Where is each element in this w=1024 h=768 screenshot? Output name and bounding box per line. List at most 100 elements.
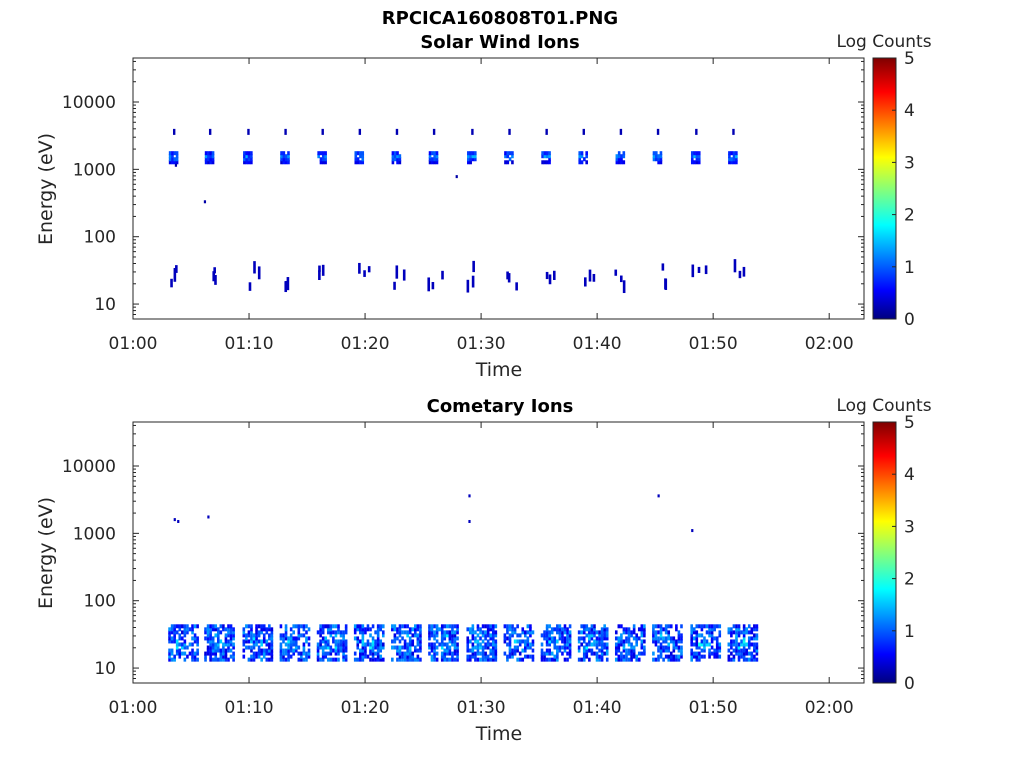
spectrogram-cell: [568, 633, 572, 638]
spectrogram-cell: [175, 651, 179, 656]
spectrogram-cell: [319, 624, 322, 629]
spectrogram-cell: [640, 639, 644, 644]
spectrogram-cell: [287, 151, 290, 156]
spectrogram-cell: [440, 630, 444, 635]
spectrogram-cell: [292, 636, 296, 641]
spectrogram-cell: [435, 627, 439, 632]
spectrogram-cell: [617, 636, 621, 641]
spectrogram-cell: [353, 651, 357, 656]
spectrogram-cell: [282, 636, 285, 641]
spectrogram-cell: [585, 160, 588, 165]
spectrogram-cell: [545, 636, 549, 641]
spectrogram-cell: [344, 630, 348, 635]
spectrogram-cell: [175, 630, 179, 635]
spectrogram-cell: [617, 157, 621, 162]
spectrogram-cell: [376, 642, 380, 647]
spectrogram-cell: [718, 630, 722, 635]
colorbar-label: Log Counts: [836, 32, 931, 52]
spectrogram-cell: [732, 128, 735, 135]
spectrogram-cell: [543, 636, 546, 641]
spectrogram-cell: [403, 642, 407, 647]
spectrogram-cell: [625, 651, 628, 656]
spectrogram-cell: [521, 657, 525, 662]
spectrogram-cell: [669, 651, 673, 656]
spectrogram-cell: [361, 624, 365, 629]
x-tick-label: 01:40: [573, 334, 622, 354]
spectrogram-cell: [448, 636, 452, 641]
spectrogram-cell: [740, 639, 743, 644]
spectrogram-cell: [344, 648, 348, 653]
spectrogram-cell: [588, 630, 591, 635]
spectrogram-cell: [508, 639, 512, 644]
spectrogram-cell: [211, 160, 215, 165]
spectrogram-cell: [318, 270, 321, 281]
spectrogram-cell: [669, 657, 673, 662]
spectrogram-cell: [337, 657, 340, 662]
x-tick-label: 02:00: [805, 334, 854, 354]
spectrogram-cell: [232, 633, 235, 638]
spectrogram-cell: [582, 630, 586, 635]
spectrogram-cell: [406, 654, 409, 659]
spectrogram-cell: [183, 645, 187, 650]
spectrogram-cell: [494, 645, 498, 650]
spectrogram-cell: [563, 648, 567, 653]
spectrogram-cell: [680, 654, 683, 659]
spectrogram-cell: [435, 651, 439, 656]
spectrogram-cell: [398, 648, 402, 653]
spectrogram-cell: [173, 633, 176, 638]
spectrogram-cell: [321, 128, 324, 135]
spectrogram-cell: [715, 642, 719, 647]
spectrogram-cell: [398, 654, 402, 659]
spectrogram-cell: [191, 624, 194, 629]
spectrogram-cell: [521, 630, 525, 635]
spectrogram-cell: [209, 636, 212, 641]
spectrogram-cell: [364, 645, 367, 650]
spectrogram-cell: [433, 636, 436, 641]
spectrogram-cell: [284, 160, 288, 165]
spectrogram-cell: [307, 654, 311, 659]
spectrogram-cell: [440, 651, 444, 656]
spectrogram-cell: [242, 654, 246, 659]
spectrogram-cell: [451, 639, 454, 644]
spectrogram-cell: [289, 648, 293, 653]
spectrogram-cell: [728, 154, 731, 159]
spectrogram-cell: [260, 639, 263, 644]
spectrogram-cell: [568, 639, 572, 644]
spectrogram-cell: [371, 645, 375, 650]
spectrogram-cell: [227, 627, 230, 632]
spectrogram-cell: [630, 654, 633, 659]
spectrogram-cell: [614, 630, 618, 635]
spectrogram-cell: [516, 648, 519, 653]
spectrogram-cell: [466, 279, 470, 293]
spectrogram-cell: [186, 630, 189, 635]
spectrogram-cell: [364, 654, 367, 659]
spectrogram-cell: [391, 624, 394, 629]
spectrogram-cell: [398, 627, 402, 632]
spectrogram-cell: [728, 151, 731, 156]
spectrogram-cell: [692, 636, 696, 641]
panel-cometary-ions: Cometary Ions 01:00 01:10 01:20 01:30 01:40 0…: [35, 396, 932, 745]
spectrogram-cell: [627, 636, 631, 641]
spectrogram-cell: [543, 154, 547, 159]
spectrogram-cell: [680, 624, 683, 629]
spectrogram-cell: [232, 630, 235, 635]
spectrogram-cells: [168, 494, 759, 662]
spectrogram-cell: [433, 645, 436, 650]
spectrogram-cell: [282, 639, 285, 644]
spectrogram-cell: [453, 633, 457, 638]
spectrogram-cell: [284, 651, 288, 656]
spectrogram-cell: [625, 639, 628, 644]
spectrogram-cell: [622, 280, 626, 294]
spectrogram-cell: [334, 639, 338, 644]
spectrogram-cell: [321, 627, 325, 632]
spectrogram-cell: [614, 651, 618, 656]
spectrogram-cell: [529, 624, 532, 629]
spectrogram-cell: [451, 651, 454, 656]
spectrogram-cell: [568, 645, 572, 650]
spectrogram-cell: [250, 654, 253, 659]
spectrogram-cell: [222, 645, 225, 650]
spectrogram-cell: [672, 654, 676, 659]
spectrogram-cell: [265, 657, 269, 662]
y-tick-label: 10: [94, 659, 116, 679]
spectrogram-cell: [753, 642, 756, 647]
